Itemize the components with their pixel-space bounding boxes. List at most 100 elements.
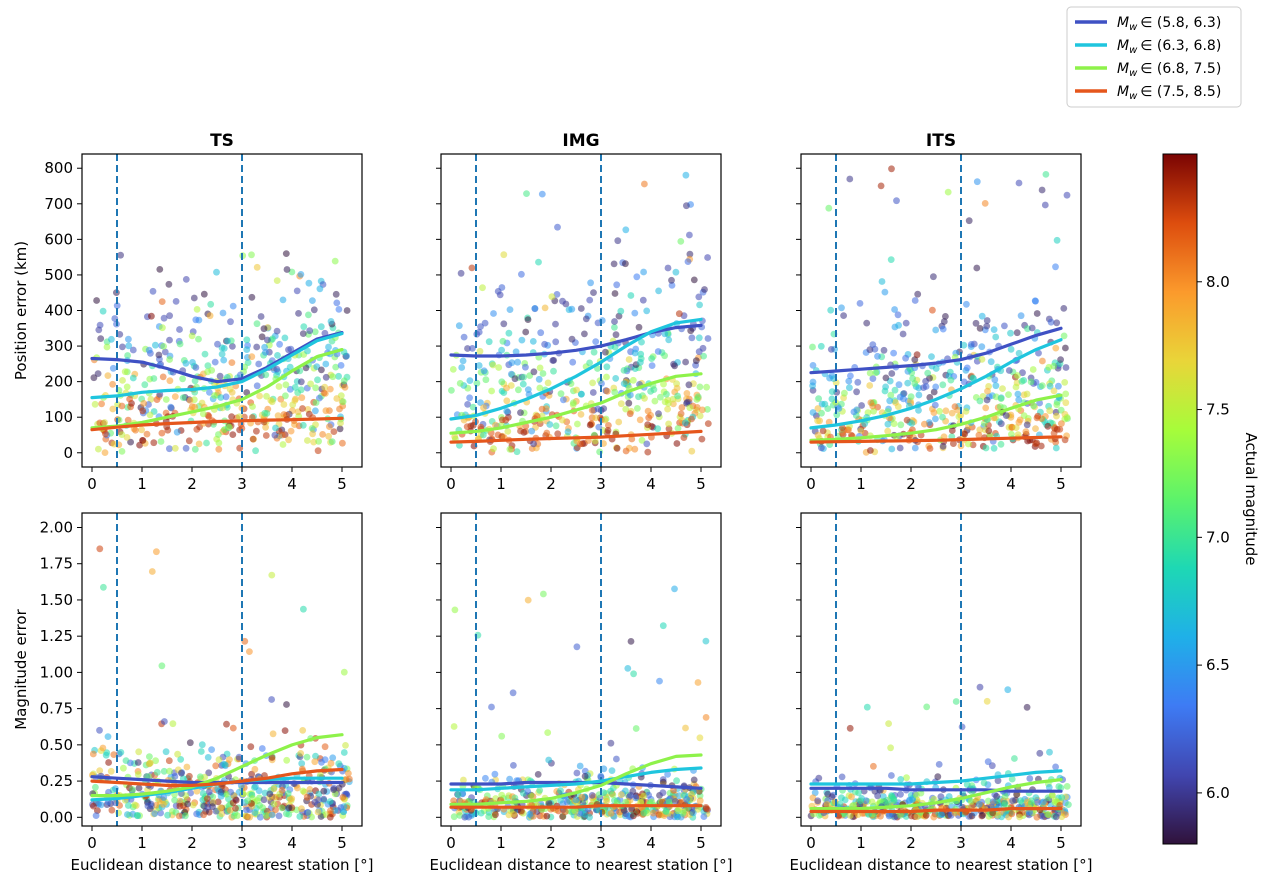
scatter-point [517,427,524,435]
scatter-point [134,759,142,766]
scatter-point [283,756,291,764]
scatter-point [469,345,476,352]
series-line-4 [809,807,1063,814]
scatter-point [607,739,615,747]
scatter-point [504,428,512,435]
scatter-point [899,330,907,338]
scatter-point [519,380,527,388]
scatter-point [448,387,455,394]
scatter-point [982,444,990,452]
scatter-point [854,378,862,386]
scatter-point [569,358,577,366]
scatter-point [610,260,618,268]
scatter-point [589,379,596,387]
scatter-point [903,416,911,424]
y-tick-label: 2.00 [40,518,73,536]
scatter-point [690,776,698,784]
scatter-point [659,789,667,797]
x-tick-label: 2 [187,834,197,852]
scatter-point [897,776,905,783]
scatter-point [990,444,998,452]
scatter-point [340,808,347,816]
scatter-point [617,400,625,408]
x-tick-label: 4 [1006,834,1016,852]
scatter-point [1032,425,1039,432]
scatter-point [494,431,502,439]
scatter-point [624,665,632,672]
scatter-point [930,273,937,281]
scatter-point [108,806,116,814]
x-tick-label: 1 [496,834,506,852]
scatter-point [858,402,865,409]
scatter-point [121,368,129,376]
y-tick-label: 800 [44,159,73,177]
scatter-point [1055,382,1062,390]
scatter-point [559,416,566,424]
scatter-point [934,773,942,781]
scatter-point [171,773,179,780]
scatter-point [577,411,585,418]
scatter-point [298,765,306,773]
scatter-point [186,772,193,780]
scatter-point [853,406,861,414]
scatter-point [634,405,641,412]
scatter-point [1038,812,1046,820]
scatter-point [99,307,107,315]
scatter-point [881,387,889,395]
scatter-point [892,399,899,406]
scatter-point [914,290,922,298]
scatter-point [176,326,183,333]
scatter-point [256,802,263,809]
colorbar-tick-label: 6.5 [1206,656,1230,674]
scatter-point [939,442,947,450]
scatter-point [700,352,707,360]
scatter-point [695,334,703,342]
scatter-point [992,333,1000,341]
scatter-point [1034,412,1042,420]
scatter-point [1063,413,1071,421]
scatter-point [696,797,704,805]
scatter-point [475,328,483,336]
scatter-point [604,387,611,395]
scatter-point [593,806,601,814]
scatter-point [218,810,226,818]
scatter-point [253,343,261,351]
scatter-point [325,343,332,351]
scatter-point [604,427,612,434]
scatter-point [150,439,158,447]
scatter-point [1014,390,1022,398]
scatter-point [1029,366,1037,373]
scatter-point [533,412,541,420]
scatter-point [339,794,347,801]
scatter-point [1012,424,1020,431]
scatter-point [192,316,200,324]
scatter-point [317,323,325,331]
scatter-point [300,605,307,613]
scatter-point [960,341,968,349]
scatter-point [335,372,342,380]
scatter-point [591,437,599,445]
scatter-point [550,367,557,375]
scatter-point [825,204,833,212]
scatter-point [1053,412,1060,420]
scatter-point [188,332,196,340]
scatter-point [932,383,940,391]
scatter-point [814,405,822,412]
scatter-point [256,813,264,821]
scatter-point [904,379,912,387]
scatter-point [614,237,622,245]
scatter-point [670,787,677,794]
scatter-point [268,696,275,703]
scatter-point [215,445,223,453]
scatter-point [645,414,653,422]
scatter-point [282,392,289,400]
scatter-point [979,812,986,819]
scatter-point [104,733,112,740]
scatter-point [902,354,909,362]
x-tick-label: 5 [696,834,706,852]
scatter-point [281,727,289,734]
scatter-point [911,444,919,452]
scatter-point [613,755,620,763]
scatter-point [97,335,105,342]
scatter-point [241,637,249,645]
